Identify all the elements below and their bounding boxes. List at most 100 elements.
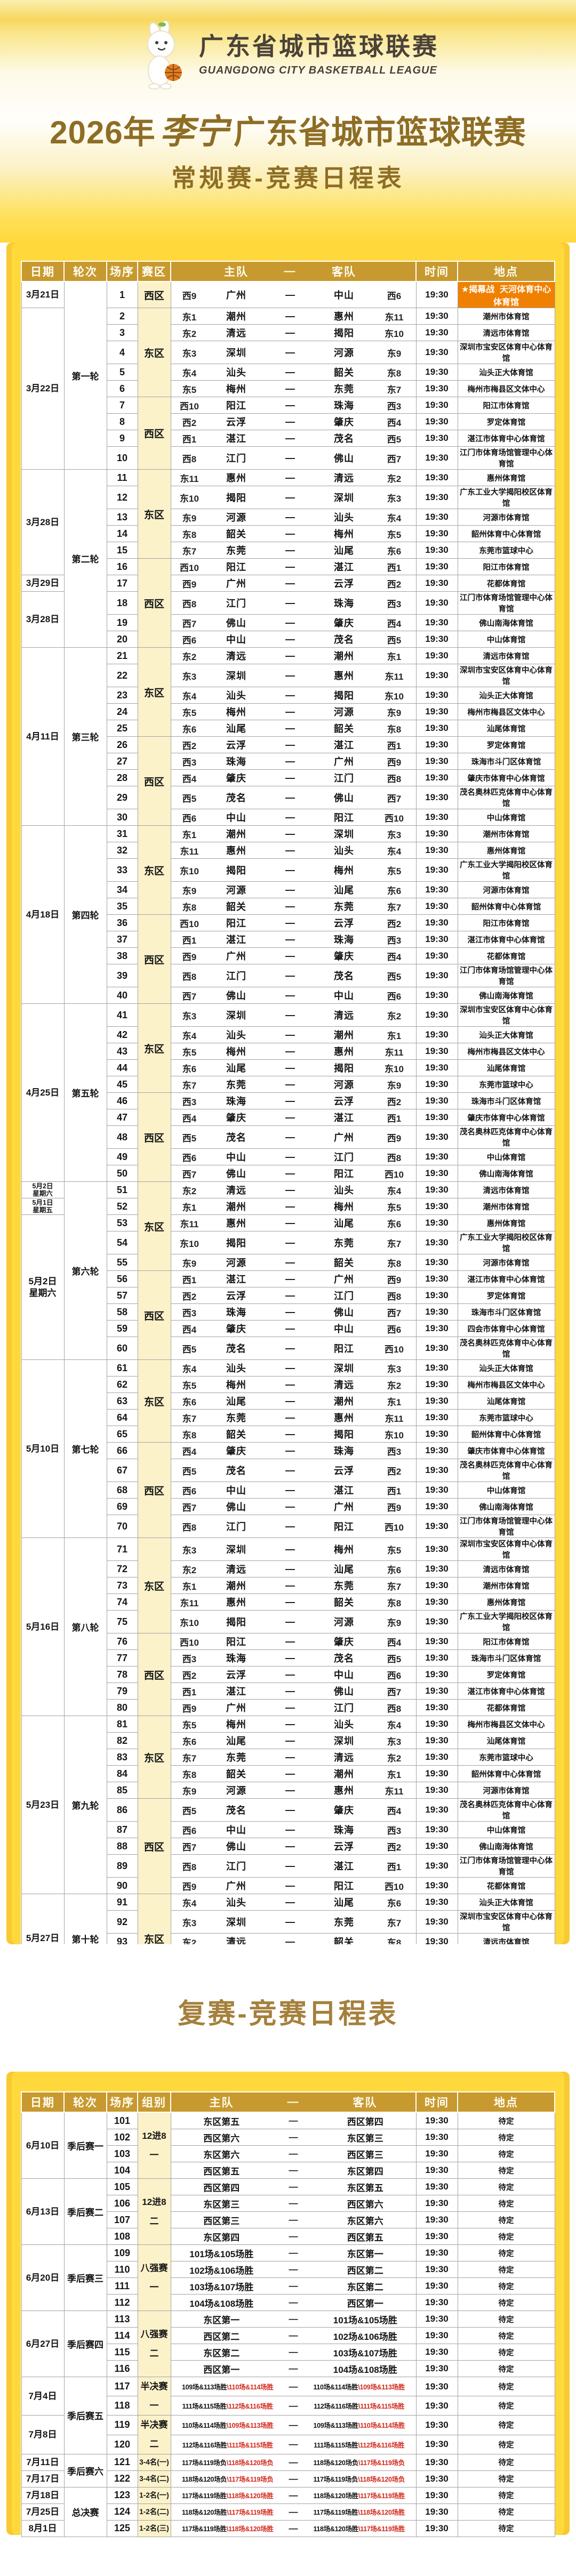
game-no-cell: 123 [106, 2486, 138, 2504]
game-no-cell: 65 [106, 1426, 138, 1443]
game-no-cell: 68 [106, 1482, 138, 1499]
round-cell: 第六轮 [63, 1181, 107, 1360]
time-cell: 19:30 [415, 1059, 458, 1076]
matchup: 东3 深圳 — 东莞 东7 [171, 1915, 415, 1929]
matchup: 西1 湛江 — 茂名 西5 [171, 431, 415, 445]
home-seed: 东3 [182, 1011, 197, 1021]
venue-cell: 待定 [457, 2486, 555, 2504]
home-team: 潮州 [226, 1581, 246, 1591]
matchup-cell: 东11 惠州 — 汕尾 东6 [170, 1214, 417, 1231]
vs-dash: — [285, 1768, 295, 1779]
venue-cell: 韶州体育中心体育馆 [457, 898, 555, 915]
vs-dash: — [285, 327, 295, 338]
away-team: 东莞 [334, 1917, 354, 1928]
away-team: 韶关 [334, 367, 354, 378]
matchup-cell: 东7 东莞 — 汕尾 东6 [170, 542, 417, 559]
time-cell: 19:30 [415, 614, 458, 631]
zone-cell: 西区 [137, 914, 171, 1004]
venue-cell: 阳江市体育馆 [457, 558, 555, 575]
matchup-cell: 东1 潮州 — 深圳 东3 [170, 825, 417, 842]
away-team: 汕头 [334, 846, 354, 856]
game-no-cell: 27 [106, 753, 138, 770]
home-seed: 西10 [180, 1637, 199, 1648]
matchup-cell: 102场&106场胜 — 西区第二 [170, 2261, 417, 2278]
away-team: 韶关 [334, 1258, 354, 1268]
home-seed: 东3 [182, 1545, 197, 1556]
hero-banner: 广东省城市篮球联赛 GUANGDONG CITY BASKETBALL LEAG… [0, 0, 576, 243]
away-team: 河源 [334, 1617, 354, 1628]
matchup: 西1 湛江 — 广州 西9 [171, 1272, 415, 1286]
table-row: 39 西8 江门 — 茂名 西5 19:30 江门市体育场馆管理中心体育馆 [21, 964, 555, 987]
home-team: 东区第四 [203, 2232, 240, 2243]
game-no-cell: 43 [106, 1043, 138, 1060]
time-cell: 19:30 [415, 1894, 458, 1911]
away-team: 云浮 [334, 1096, 354, 1107]
time-cell: 19:30 [415, 2178, 458, 2195]
matchup: 东10 揭阳 — 东莞 东7 [171, 1236, 415, 1250]
home-team-alt: \117场&119场负 [227, 2476, 274, 2484]
venue-cell: 江门市体育场馆管理中心体育馆 [457, 964, 555, 987]
col-header-venue: 地点 [457, 261, 555, 282]
zone-cell: 东区 [137, 1181, 171, 1271]
game-no-cell: 81 [106, 1716, 138, 1733]
matchup-cell: 东5 梅州 — 河源 东9 [170, 703, 417, 720]
away-seed: 东6 [387, 885, 402, 896]
matchup-cell: 西9 广州 — 云浮 西2 [170, 575, 417, 592]
home-seed: 东3 [182, 671, 197, 682]
venue-cell: 肇庆市体育中心体育馆 [457, 1109, 555, 1126]
venue-cell: 湛江市体育中心体育馆 [457, 430, 555, 447]
away-team: 111场&115场胜\112场&116场胜 [314, 2441, 405, 2449]
home-seed: 东7 [182, 1753, 197, 1764]
matchup: 西8 江门 — 湛江 西1 [171, 1859, 415, 1873]
venue-cell: 待定 [457, 2470, 555, 2488]
matchup-cell: 东8 韶关 — 揭阳 东10 [170, 1426, 417, 1443]
away-team: 广州 [334, 756, 354, 767]
away-team-alt: \117场&119场胜 [358, 2525, 405, 2533]
time-cell: 19:30 [415, 2112, 458, 2129]
matchup: 东区第四 — 西区第五 [171, 2230, 415, 2243]
home-seed: 东4 [182, 691, 197, 702]
time-cell: 19:30 [415, 1392, 458, 1410]
matchup: 西8 江门 — 珠海 西3 [171, 596, 415, 610]
venue-cell: 佛山南海体育馆 [457, 1165, 555, 1182]
table-row: 32 东11 惠州 — 汕头 东4 19:30 惠州体育馆 [21, 842, 555, 859]
matchup: 西1 湛江 — 佛山 西7 [171, 1684, 415, 1698]
venue-cell: 汕头正大体育馆 [457, 1359, 555, 1376]
matchup: 东7 东莞 — 惠州 东11 [171, 1411, 415, 1424]
game-no-cell: 35 [106, 898, 138, 915]
home-seed: 西5 [182, 793, 197, 804]
game-no-cell: 71 [106, 1537, 138, 1561]
game-no-cell: 72 [106, 1560, 138, 1577]
vs-dash: — [289, 2363, 298, 2373]
vs-dash: — [285, 561, 295, 572]
away-team: 118场&120场胜\117场&119场胜 [313, 2492, 405, 2500]
game-no-cell: 117 [106, 2376, 138, 2397]
table-row: 6月20日 季后赛三 109 八强赛 一 101场&105场胜 — 东区第一 19:30 待定 [21, 2244, 555, 2311]
venue-cell: 茂名奥林匹克体育中心体育馆 [457, 1459, 555, 1482]
venue-cell: 待定 [457, 2415, 555, 2435]
home-seed: 西6 [182, 1486, 197, 1496]
time-cell: 19:30 [415, 2453, 458, 2471]
away-seed: 西7 [387, 793, 402, 804]
matchup: 102场&106场胜 — 西区第二 [171, 2263, 415, 2276]
matchup-cell: 西10 阳江 — 云浮 西2 [170, 914, 417, 931]
time-cell: 19:30 [415, 1320, 458, 1337]
home-team: 阳江 [226, 918, 246, 929]
matchup: 西区第二 — 102场&106场胜 [171, 2329, 415, 2342]
matchup: 西6 中山 — 湛江 西1 [171, 1483, 415, 1497]
date-cell: 7月4日 [21, 2376, 65, 2416]
away-team: 江门 [334, 1703, 354, 1713]
away-team: 西区第一 [347, 2298, 383, 2309]
group-cell: 1-2名(三) [137, 2519, 171, 2537]
game-no-cell: 62 [106, 1376, 138, 1393]
vs-dash: — [285, 383, 295, 394]
game-no-cell: 70 [106, 1515, 138, 1538]
time-cell: 19:30 [415, 842, 458, 859]
time-cell: 19:30 [415, 1337, 458, 1360]
venue-cell: 河源市体育馆 [457, 1782, 555, 1799]
game-no-cell: 115 [106, 2344, 138, 2361]
game-no-cell: 110 [106, 2261, 138, 2278]
table-row: 6月13日 季后赛二 105 12进8 二西区第四 — 东区第五 19:30 待定 [21, 2178, 555, 2245]
date-cell: 4月25日 [21, 1003, 65, 1182]
